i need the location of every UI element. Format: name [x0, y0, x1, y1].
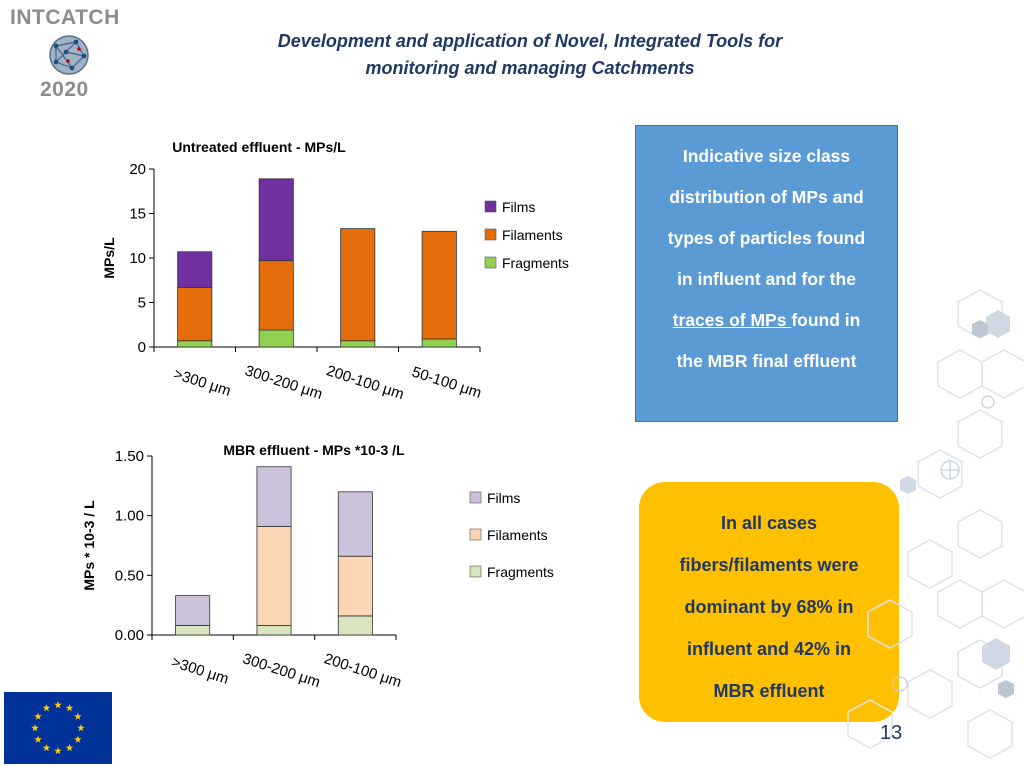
conclusion-box: In all cases fibers/filaments were domin…	[639, 482, 899, 722]
info-line-4: in influent and for the	[677, 269, 856, 289]
y-axis-label: MPs/L	[101, 237, 117, 279]
conclusion-line-1: In all cases	[720, 513, 818, 533]
eu-star	[77, 724, 85, 732]
y-tick-label: 10	[129, 250, 146, 267]
bar-segment-filaments	[340, 228, 376, 342]
info-line-1: Indicative size class	[682, 146, 851, 166]
info-line-3: types of particles found	[667, 228, 866, 248]
size-class-info-box: Indicative size class distribution of MP…	[635, 125, 898, 422]
info-line-6: the MBR final effluent	[676, 351, 857, 371]
bar-segment-films	[258, 178, 294, 262]
bar-segment-films	[337, 491, 373, 557]
x-tick-label: 200-100 μm	[322, 650, 404, 691]
y-tick-label: 0.50	[115, 567, 144, 584]
eu-star	[34, 712, 42, 720]
legend-swatch-fragments	[484, 256, 497, 269]
logo-text-bottom: 2020	[40, 78, 89, 101]
legend-label-fragments: Fragments	[487, 564, 554, 580]
x-tick-label: >300 μm	[169, 654, 230, 688]
bar-segment-filaments	[258, 260, 294, 331]
bar-segment-fragments	[256, 625, 292, 636]
bar-segment-fragments	[258, 329, 294, 348]
bar-segment-fragments	[340, 340, 376, 348]
title-line-1: Development and application of Novel, In…	[277, 31, 783, 51]
x-tick-label: 300-200 μm	[243, 362, 325, 403]
eu-flag-icon	[4, 692, 112, 764]
eu-star	[54, 747, 62, 755]
conclusion-line-4: influent and 42% in	[686, 639, 851, 659]
y-tick-label: 15	[129, 206, 146, 223]
legend-swatch-filaments	[484, 228, 497, 241]
bar-segment-fragments	[337, 615, 373, 636]
hexagon-pattern	[847, 289, 1024, 759]
eu-star	[65, 704, 74, 712]
globe-icon	[49, 35, 89, 75]
untreated-effluent-chart: Untreated effluent - MPs/L MPs/L 0 5 10 15 20 >…	[101, 139, 569, 403]
bar-segment-films	[175, 595, 211, 626]
eu-star	[31, 724, 39, 732]
legend-swatch-films	[484, 200, 497, 213]
page-number: 13	[880, 722, 903, 744]
x-tick-label: 50-100 μm	[410, 364, 484, 402]
y-tick-label: 5	[138, 295, 146, 312]
eu-star	[65, 743, 74, 752]
bar-segment-filaments	[177, 286, 213, 342]
conclusion-line-3: dominant by 68% in	[684, 597, 854, 617]
mbr-effluent-chart: MBR effluent - MPs *10-3 /L MPs * 10-3 / …	[81, 442, 554, 691]
bar-segment-films	[256, 466, 292, 527]
bar-segment-filaments	[337, 555, 373, 617]
intcatch-logo: INTCATCH 2020	[8, 6, 132, 102]
legend-label-filaments: Filaments	[487, 527, 548, 543]
eu-star	[54, 701, 62, 709]
chart-title: Untreated effluent - MPs/L	[172, 139, 346, 155]
legend-label-filaments: Filaments	[502, 227, 563, 243]
bar-segment-fragments	[421, 338, 457, 348]
eu-star	[42, 704, 51, 712]
bar-segment-filaments	[421, 230, 457, 340]
legend-swatch-fragments	[469, 565, 482, 578]
eu-star	[74, 735, 82, 743]
info-line-5-rest: found in	[791, 310, 861, 330]
info-line-5: traces of MPs found in	[636, 306, 897, 347]
y-tick-label: 0	[138, 339, 146, 356]
x-tick-label: >300 μm	[171, 366, 232, 400]
y-tick-label: 1.50	[115, 448, 144, 465]
bar-segment-fragments	[175, 625, 211, 636]
eu-star	[34, 735, 42, 743]
conclusion-line-5: MBR effluent	[713, 681, 825, 701]
y-tick-label: 20	[129, 161, 146, 178]
x-tick-label: 200-100 μm	[324, 362, 406, 403]
y-axis-label: MPs * 10-3 / L	[81, 500, 97, 591]
legend-label-fragments: Fragments	[502, 255, 569, 271]
eu-star	[42, 743, 51, 752]
bar-segment-films	[177, 251, 213, 288]
y-tick-label: 0.00	[115, 627, 144, 644]
page-title: Development and application of Novel, In…	[200, 28, 860, 82]
traces-of-mps-link[interactable]: traces of MPs	[672, 310, 792, 330]
y-tick-label: 1.00	[115, 508, 144, 525]
bar-segment-fragments	[177, 340, 213, 348]
legend-swatch-filaments	[469, 528, 482, 541]
chart-title: MBR effluent - MPs *10-3 /L	[223, 442, 405, 458]
info-line-2: distribution of MPs and	[669, 187, 864, 207]
bar-segment-filaments	[256, 526, 292, 626]
title-line-2: monitoring and managing Catchments	[365, 58, 695, 78]
eu-star	[74, 712, 82, 720]
x-tick-label: 300-200 μm	[241, 650, 323, 691]
legend-label-films: Films	[502, 199, 535, 215]
legend-label-films: Films	[487, 490, 520, 506]
logo-text-top: INTCATCH	[10, 6, 120, 29]
legend-swatch-films	[469, 491, 482, 504]
conclusion-line-2: fibers/filaments were	[679, 555, 859, 575]
